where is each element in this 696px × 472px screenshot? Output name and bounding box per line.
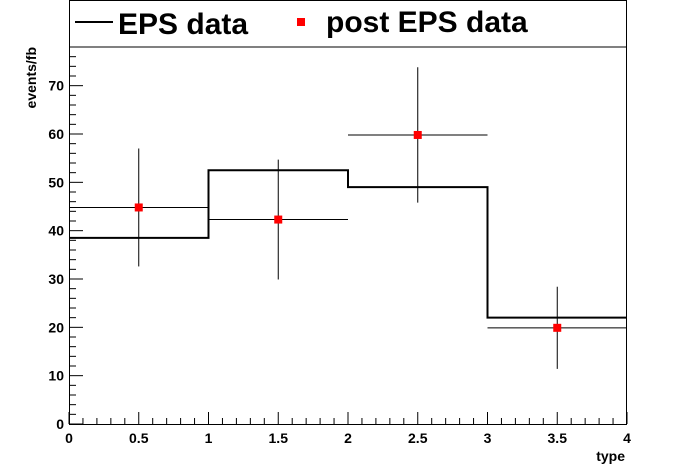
frame — [69, 0, 627, 425]
data-point — [134, 203, 143, 212]
data-point — [413, 130, 422, 139]
x-ticks — [68, 412, 628, 424]
x-tick-label: 4 — [623, 430, 631, 446]
y-tick-labels: 0 10 20 30 40 50 60 70 — [48, 78, 64, 432]
x-tick-label: 2 — [344, 430, 352, 446]
histogram-step-line — [69, 169, 627, 319]
points-post-eps — [69, 67, 627, 369]
x-tick-label: 3.5 — [548, 430, 568, 446]
x-tick-label: 0.5 — [129, 430, 149, 446]
x-tick-label: 3 — [484, 430, 492, 446]
y-tick-label: 0 — [56, 416, 64, 432]
y-tick-label: 50 — [48, 174, 64, 190]
y-tick-label: 70 — [48, 78, 64, 94]
y-tick-label: 10 — [48, 368, 64, 384]
x-tick-label: 0 — [65, 430, 73, 446]
y-tick-label: 30 — [48, 271, 64, 287]
y-axis-title: events/fb — [23, 47, 39, 108]
y-tick-label: 20 — [48, 319, 64, 335]
x-axis-title: type — [596, 448, 625, 464]
legend-label-eps: EPS data — [118, 8, 248, 41]
data-point — [274, 215, 283, 224]
data-point — [553, 323, 562, 332]
y-ticks — [69, 56, 83, 425]
y-tick-label: 60 — [48, 126, 64, 142]
legend-marker-post-eps — [297, 18, 305, 26]
x-tick-labels: 0 0.5 1 1.5 2 2.5 3 3.5 4 — [65, 430, 631, 446]
x-tick-label: 1 — [205, 430, 213, 446]
histogram-eps — [69, 169, 627, 319]
x-tick-label: 1.5 — [269, 430, 289, 446]
y-tick-label: 40 — [48, 223, 64, 239]
legend: EPS data post EPS data — [75, 6, 528, 41]
legend-label-post-eps: post EPS data — [326, 6, 528, 39]
x-tick-label: 2.5 — [408, 430, 428, 446]
